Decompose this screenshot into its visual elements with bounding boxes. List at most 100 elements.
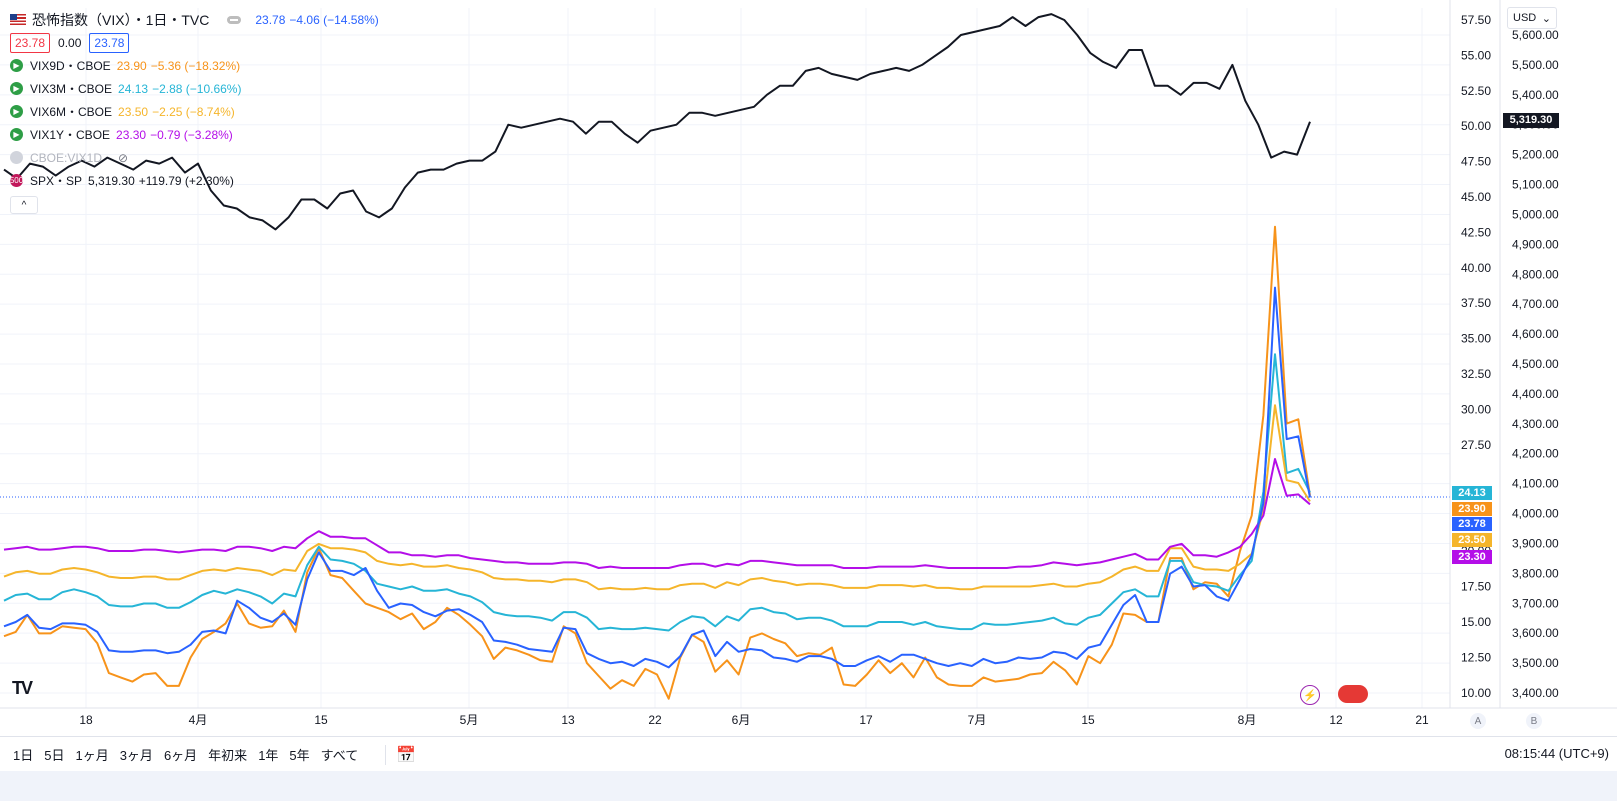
series-value: 23.90 bbox=[116, 58, 147, 73]
series-line-5 bbox=[3, 286, 1311, 669]
chart-legend: 恐怖指数（VIX）・1日・TVC 23.78 −4.06 (−14.58%) 2… bbox=[10, 8, 379, 214]
left-axis-tick: 45.00 bbox=[1461, 190, 1491, 204]
date-range-calendar-icon[interactable]: 📅 bbox=[385, 744, 416, 765]
x-axis-tick: 21 bbox=[1415, 713, 1429, 727]
left-axis-tick: 35.00 bbox=[1461, 332, 1491, 346]
series-value: 5,319.30 bbox=[88, 173, 135, 188]
legend-row[interactable]: CBOE:VIX1D ⊘ bbox=[10, 146, 379, 169]
right-axis-tick: 5,400.00 bbox=[1512, 88, 1559, 102]
sp500-icon[interactable]: 500 bbox=[9, 174, 24, 187]
series-line-0 bbox=[3, 13, 1311, 231]
right-axis-tick: 4,400.00 bbox=[1512, 387, 1559, 401]
series-name: CBOE:VIX1D bbox=[30, 150, 103, 165]
main-symbol-row[interactable]: 恐怖指数（VIX）・1日・TVC 23.78 −4.06 (−14.58%) bbox=[10, 8, 379, 31]
right-axis-tick: 3,400.00 bbox=[1512, 686, 1559, 700]
currency-label: USD bbox=[1513, 12, 1537, 24]
left-axis-tick: 27.50 bbox=[1461, 438, 1491, 452]
legend-row[interactable]: 500 SPX・SP 5,319.30 +119.79 (+2.30%) bbox=[10, 169, 379, 192]
x-axis-tick: 22 bbox=[648, 713, 662, 727]
main-change: −4.06 (−14.58%) bbox=[289, 12, 379, 27]
series-change: −2.25 (−8.74%) bbox=[152, 104, 235, 119]
series-value: 23.30 bbox=[116, 127, 147, 142]
range-button[interactable]: 5年 bbox=[289, 748, 310, 763]
right-axis-tick: 4,300.00 bbox=[1512, 417, 1559, 431]
series-line-2 bbox=[3, 353, 1311, 632]
legend-row[interactable]: ▶ VIX3M・CBOE 24.13 −2.88 (−10.66%) bbox=[10, 77, 379, 100]
right-axis-tick: 5,600.00 bbox=[1512, 28, 1559, 42]
range-button[interactable]: 6ヶ月 bbox=[163, 748, 198, 763]
play-icon[interactable]: ▶ bbox=[10, 59, 23, 72]
right-axis-tick: 5,200.00 bbox=[1512, 148, 1559, 162]
series-line-4 bbox=[3, 458, 1311, 569]
spx-price-tag: 5,319.30 bbox=[1503, 113, 1559, 128]
left-axis-tick: 17.50 bbox=[1461, 580, 1491, 594]
footer-strip bbox=[0, 771, 1617, 801]
right-axis-tick: 5,500.00 bbox=[1512, 58, 1559, 72]
play-icon[interactable]: ▶ bbox=[10, 82, 23, 95]
x-axis-tick: 6月 bbox=[732, 713, 751, 727]
series-name: VIX3M・CBOE bbox=[30, 82, 113, 96]
legend-row[interactable]: ▶ VIX9D・CBOE 23.90 −5.36 (−18.32%) bbox=[10, 54, 379, 77]
series-line-3 bbox=[3, 404, 1311, 591]
play-icon[interactable]: ▶ bbox=[10, 105, 23, 118]
x-axis-tick: 5月 bbox=[460, 713, 479, 727]
events-flag-icon[interactable] bbox=[1338, 685, 1368, 703]
series-lines bbox=[0, 13, 1450, 700]
right-axis-tick: 4,200.00 bbox=[1512, 447, 1559, 461]
right-axis-tick: 3,700.00 bbox=[1512, 596, 1559, 610]
currency-selector[interactable]: USD ⌄ bbox=[1507, 7, 1557, 29]
clock[interactable]: 08:15:44 (UTC+9) bbox=[1504, 746, 1609, 761]
range-button[interactable]: 3ヶ月 bbox=[119, 748, 153, 763]
scale-button-a[interactable]: A bbox=[1470, 713, 1486, 729]
left-axis-tick: 57.50 bbox=[1461, 13, 1491, 27]
range-button[interactable]: 1年 bbox=[258, 748, 279, 763]
left-axis-tick: 40.00 bbox=[1461, 261, 1491, 275]
right-axis-tick: 4,700.00 bbox=[1512, 297, 1559, 311]
series-line-1 bbox=[3, 225, 1311, 700]
right-axis-tick: 4,100.00 bbox=[1512, 477, 1559, 491]
axes: 57.50 55.00 52.50 50.00 47.50 45.00 42.50 40.00… bbox=[0, 0, 1617, 727]
right-axis-tick: 3,500.00 bbox=[1512, 656, 1559, 670]
series-change: −2.88 (−10.66%) bbox=[152, 81, 242, 96]
legend-row[interactable]: ▶ VIX6M・CBOE 23.50 −2.25 (−8.74%) bbox=[10, 100, 379, 123]
series-value: 23.50 bbox=[118, 104, 149, 119]
spread-value: 0.00 bbox=[58, 35, 82, 50]
right-axis-tick: 3,600.00 bbox=[1512, 626, 1559, 640]
price-tag: 24.13 bbox=[1452, 485, 1492, 500]
series-change: +119.79 (+2.30%) bbox=[138, 173, 234, 188]
x-axis-tick: 17 bbox=[859, 713, 873, 727]
right-axis-tick: 4,000.00 bbox=[1512, 507, 1559, 521]
range-button[interactable]: 5日 bbox=[44, 748, 65, 763]
range-button[interactable]: 年初来 bbox=[208, 748, 248, 763]
sell-box[interactable]: 23.78 bbox=[10, 32, 51, 53]
right-axis-tick: 4,900.00 bbox=[1512, 237, 1559, 251]
left-axis-tick: 55.00 bbox=[1461, 48, 1491, 62]
alerts-icon[interactable]: ⚡ bbox=[1300, 685, 1320, 705]
eye-slash-icon[interactable]: ⊘ bbox=[118, 150, 129, 165]
right-axis-tick: 4,500.00 bbox=[1512, 357, 1559, 371]
price-tag: 23.78 bbox=[1452, 517, 1492, 532]
left-axis-tick: 15.00 bbox=[1461, 615, 1491, 629]
range-button[interactable]: 1日 bbox=[13, 748, 34, 763]
right-axis-tick: 5,100.00 bbox=[1512, 178, 1559, 192]
range-button[interactable]: すべて bbox=[320, 748, 359, 763]
collapse-legend-button[interactable]: ^ bbox=[10, 196, 38, 214]
x-axis-tick: 13 bbox=[561, 713, 575, 727]
symbol-title[interactable]: 恐怖指数（VIX）・1日・TVC bbox=[32, 11, 210, 28]
scale-button-b[interactable]: B bbox=[1526, 713, 1542, 729]
range-button[interactable]: 1ヶ月 bbox=[75, 748, 109, 763]
chevron-down-icon: ⌄ bbox=[1541, 12, 1551, 25]
x-axis-tick: 7月 bbox=[968, 713, 987, 727]
x-axis-tick: 12 bbox=[1329, 713, 1343, 727]
left-axis-tick: 52.50 bbox=[1461, 84, 1491, 98]
tradingview-logo[interactable]: TV bbox=[12, 678, 33, 698]
eye-hidden-icon[interactable] bbox=[10, 151, 23, 164]
play-icon[interactable]: ▶ bbox=[10, 128, 23, 141]
ohlc-row: 23.78 0.00 23.78 bbox=[10, 31, 379, 54]
market-status-icon[interactable] bbox=[227, 15, 242, 24]
buy-box[interactable]: 23.78 bbox=[89, 32, 130, 53]
main-last-value: 23.78 bbox=[255, 12, 286, 27]
legend-row[interactable]: ▶ VIX1Y・CBOE 23.30 −0.79 (−3.28%) bbox=[10, 123, 379, 146]
left-axis-tick: 37.50 bbox=[1461, 296, 1491, 310]
